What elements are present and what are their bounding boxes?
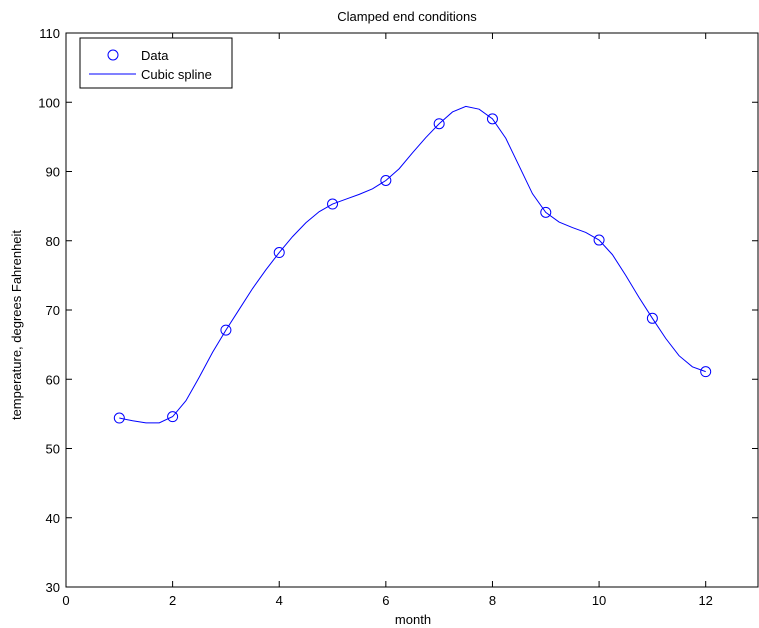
x-tick-label: 8 [489, 593, 496, 608]
y-tick-label: 30 [46, 580, 60, 595]
data-point-marker [113, 412, 125, 424]
legend-box [79, 37, 233, 89]
data-point-marker [167, 411, 179, 423]
x-tick-label: 4 [276, 593, 283, 608]
y-tick-label: 110 [39, 26, 60, 41]
x-tick-label: 2 [169, 593, 176, 608]
data-point-marker [486, 113, 498, 125]
y-tick-label: 100 [38, 95, 60, 110]
legend-label-data: Data [141, 48, 169, 63]
chart-title: Clamped end conditions [337, 9, 477, 24]
plot-area-frame [65, 32, 759, 588]
data-point-marker [273, 247, 285, 259]
y-tick-label: 90 [46, 165, 60, 180]
data-point-marker [540, 206, 552, 218]
y-axis-ticks: 30 40 50 60 70 80 90 100 110 [38, 26, 758, 595]
series-layer [113, 105, 712, 424]
x-axis-ticks: 0 2 4 6 8 10 12 [62, 33, 713, 608]
y-tick-label: 40 [46, 511, 60, 526]
data-point-marker [646, 312, 658, 324]
data-point-marker [380, 175, 392, 187]
series-line-cubic-spline [119, 105, 706, 424]
y-tick-label: 60 [46, 372, 60, 387]
data-point-marker [700, 366, 712, 378]
y-axis-label: temperature, degrees Fahrenheit [9, 230, 24, 420]
data-point-marker [220, 324, 232, 336]
y-tick-label: 80 [46, 234, 60, 249]
x-tick-label: 6 [382, 593, 389, 608]
x-tick-label: 10 [592, 593, 606, 608]
data-point-marker [327, 198, 339, 210]
y-tick-label: 70 [46, 303, 60, 318]
legend: Data Cubic spline [79, 37, 233, 89]
data-point-marker [593, 234, 605, 246]
legend-label-spline: Cubic spline [141, 67, 212, 82]
y-tick-label: 50 [46, 442, 60, 457]
legend-marker-data [107, 49, 119, 61]
x-tick-label: 0 [62, 593, 69, 608]
data-point-marker [433, 118, 445, 130]
x-tick-label: 12 [698, 593, 712, 608]
x-axis-label: month [395, 612, 431, 627]
